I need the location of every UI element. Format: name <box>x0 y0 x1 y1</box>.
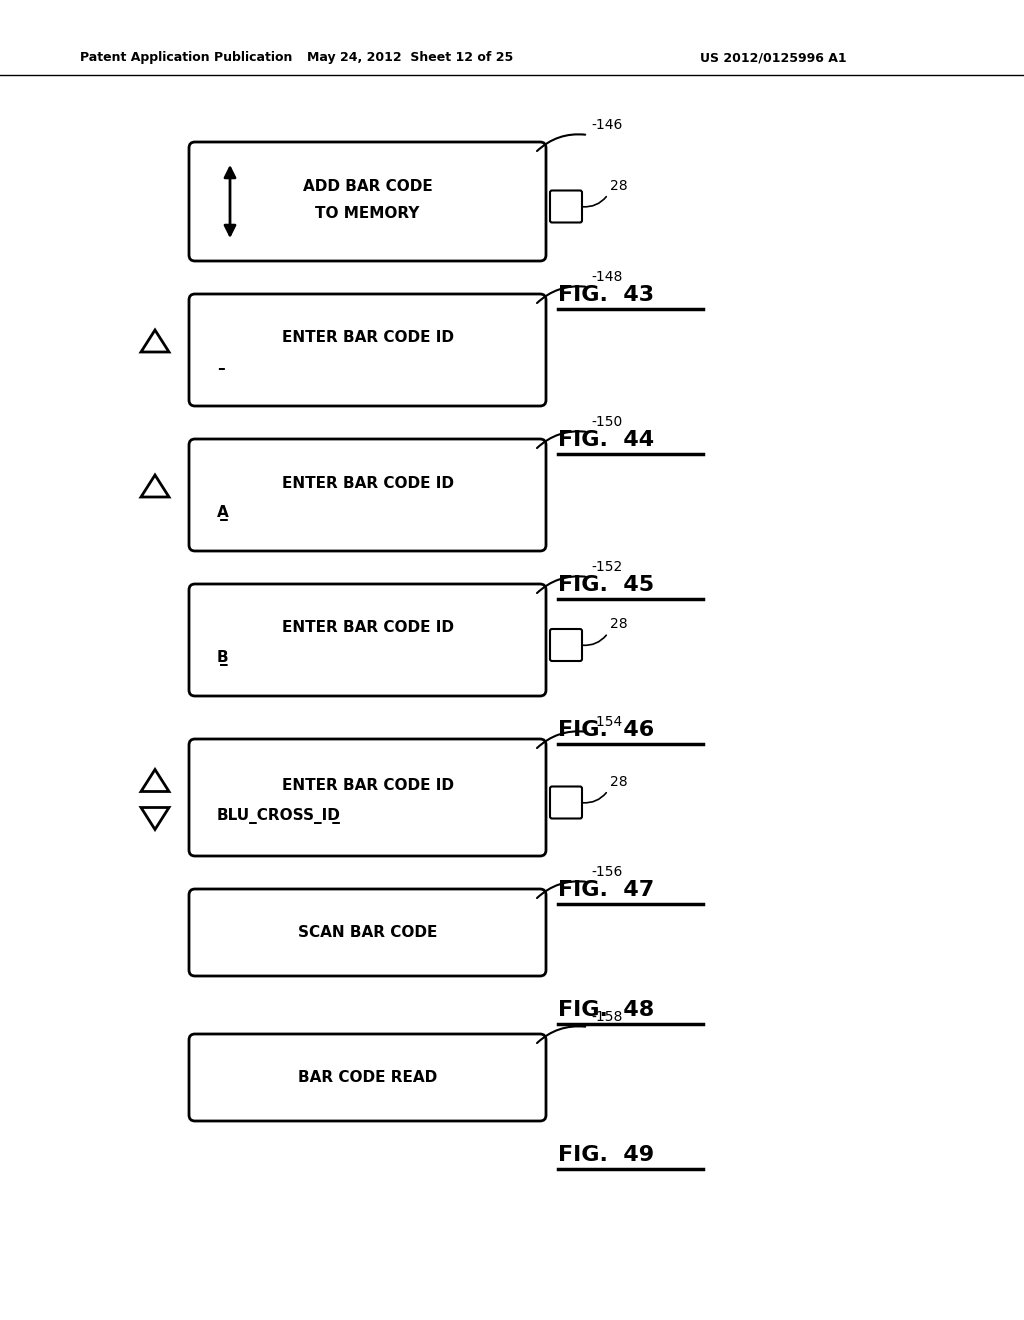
Text: -156: -156 <box>591 865 623 879</box>
Text: -158: -158 <box>591 1010 623 1024</box>
Text: -150: -150 <box>591 414 623 429</box>
FancyBboxPatch shape <box>189 440 546 550</box>
FancyBboxPatch shape <box>550 787 582 818</box>
Text: ENTER BAR CODE ID: ENTER BAR CODE ID <box>282 330 454 346</box>
Text: May 24, 2012  Sheet 12 of 25: May 24, 2012 Sheet 12 of 25 <box>307 51 513 65</box>
Text: SCAN BAR CODE: SCAN BAR CODE <box>298 925 437 940</box>
FancyBboxPatch shape <box>189 583 546 696</box>
Text: ENTER BAR CODE ID: ENTER BAR CODE ID <box>282 620 454 635</box>
Text: TO MEMORY: TO MEMORY <box>315 206 420 220</box>
Text: Patent Application Publication: Patent Application Publication <box>80 51 293 65</box>
Text: FIG.  43: FIG. 43 <box>558 285 654 305</box>
Text: ENTER BAR CODE ID: ENTER BAR CODE ID <box>282 777 454 793</box>
Text: FIG.  44: FIG. 44 <box>558 430 654 450</box>
Text: 28: 28 <box>610 178 628 193</box>
FancyBboxPatch shape <box>189 294 546 407</box>
Text: FIG.  49: FIG. 49 <box>558 1144 654 1166</box>
FancyBboxPatch shape <box>189 888 546 975</box>
Text: BAR CODE READ: BAR CODE READ <box>298 1071 437 1085</box>
Text: A̲: A̲ <box>217 506 228 521</box>
FancyBboxPatch shape <box>550 190 582 223</box>
Text: -148: -148 <box>591 271 623 284</box>
FancyBboxPatch shape <box>189 1034 546 1121</box>
Text: FIG.  47: FIG. 47 <box>558 880 654 900</box>
Text: -152: -152 <box>591 560 623 574</box>
Text: FIG.  48: FIG. 48 <box>558 1001 654 1020</box>
Text: -154: -154 <box>591 715 623 729</box>
FancyBboxPatch shape <box>189 739 546 855</box>
Text: BLU_CROSS_ID̲: BLU_CROSS_ID̲ <box>217 808 341 824</box>
FancyBboxPatch shape <box>550 630 582 661</box>
FancyBboxPatch shape <box>189 143 546 261</box>
Text: US 2012/0125996 A1: US 2012/0125996 A1 <box>700 51 847 65</box>
Text: 28: 28 <box>610 616 628 631</box>
Text: ENTER BAR CODE ID: ENTER BAR CODE ID <box>282 475 454 491</box>
Text: B̲: B̲ <box>217 649 228 667</box>
Text: ADD BAR CODE: ADD BAR CODE <box>303 180 432 194</box>
Text: FIG.  45: FIG. 45 <box>558 576 654 595</box>
Text: FIG.  46: FIG. 46 <box>558 719 654 741</box>
Text: 28: 28 <box>610 775 628 788</box>
Text: -146: -146 <box>591 117 623 132</box>
Text: –: – <box>217 360 224 375</box>
